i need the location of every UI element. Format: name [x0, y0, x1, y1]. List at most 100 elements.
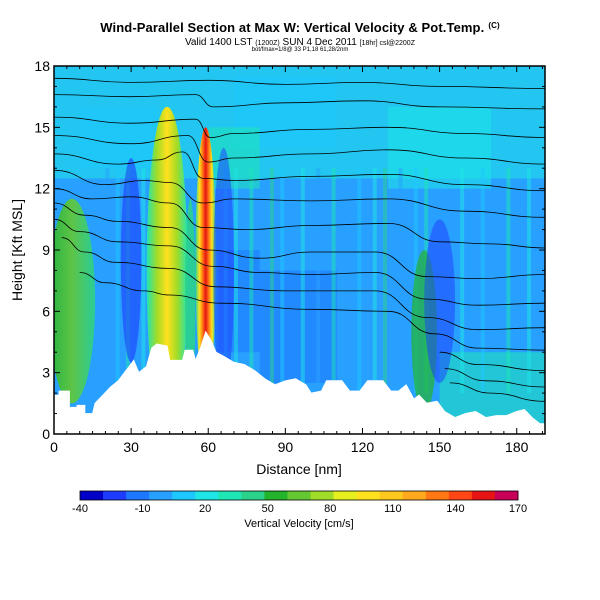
colorbar: -40 -10 20 50 80 110 140 170 [72, 490, 527, 515]
colorbar-swatch [310, 491, 335, 500]
valid-time-utc: (1200Z) [255, 40, 280, 47]
velocity-region [388, 106, 492, 189]
colorbar-tick-label: -40 [72, 503, 88, 515]
isentrope-line [449, 382, 545, 402]
colorbar-swatch [195, 491, 219, 500]
velocity-streak [383, 168, 388, 394]
x-tick-label: 120 [351, 439, 375, 455]
colorbar-swatch [172, 491, 196, 500]
colorbar-swatch [356, 491, 381, 500]
isentrope-line [54, 77, 545, 89]
y-tick-label: 15 [34, 119, 50, 135]
x-tick-label: 180 [505, 439, 529, 455]
colorbar-tick-label: 170 [509, 503, 527, 515]
y-tick-label: 3 [42, 365, 50, 381]
colorbar-swatch [149, 491, 173, 500]
isentrope-line [444, 368, 545, 388]
updraft-core-59nm [195, 127, 216, 394]
colorbar-tick-label: 110 [384, 503, 402, 515]
chart-title-text: Wind-Parallel Section at Max W: Vertical… [100, 20, 485, 35]
colorbar-swatch [402, 491, 427, 500]
velocity-streak [480, 168, 485, 394]
y-tick-label: 18 [34, 58, 50, 74]
axes: 0 30 60 90 120 150 180 0 3 6 9 12 15 18 [34, 58, 545, 455]
valid-date-text: SUN 4 Dec 2011 [282, 37, 357, 48]
colorbar-swatch [80, 491, 104, 500]
colorbar-swatch [333, 491, 358, 500]
x-tick-label: 60 [200, 439, 216, 455]
colorbar-swatch [126, 491, 150, 500]
velocity-streak [141, 168, 146, 394]
isentrope-line [61, 237, 545, 331]
velocity-streak [527, 168, 532, 394]
isentrope-lines [54, 77, 545, 402]
velocity-streak [398, 168, 403, 394]
colorbar-swatch [448, 491, 473, 500]
x-tick-label: 30 [123, 439, 139, 455]
isentrope-line [79, 272, 545, 351]
y-tick-label: 12 [34, 181, 50, 197]
velocity-region [79, 106, 157, 169]
velocity-streak [460, 168, 465, 394]
velocity-streak [372, 168, 377, 394]
isentrope-line [54, 218, 545, 306]
colorbar-tick-label: 50 [262, 503, 274, 515]
velocity-streak [105, 168, 110, 394]
downdraft-30nm [120, 158, 142, 363]
model-info-line: bot/fmax=1/8@ 33 P1,18 61,28/2nm [251, 47, 349, 53]
x-tick-label: 150 [428, 439, 452, 455]
terrain [54, 330, 545, 434]
downdraft-66nm [213, 147, 234, 394]
isentrope-line [54, 188, 545, 249]
isentrope-line [54, 116, 545, 139]
valid-time-line: Valid 1400 LST (1200Z) SUN 4 Dec 2011 [1… [0, 37, 600, 48]
forecast-hour-text: [18hr] csl@2200Z [359, 40, 415, 47]
velocity-streak [300, 168, 305, 394]
colorbar-swatch [103, 491, 127, 500]
isentrope-line [54, 94, 545, 110]
velocity-streak [331, 168, 336, 394]
isentrope-line [54, 169, 545, 218]
colorbar-label: Vertical Velocity [cm/s] [244, 518, 353, 530]
velocity-field [54, 66, 545, 434]
colorbar-tick-label: 140 [446, 503, 464, 515]
downdraft-150nm [424, 219, 456, 383]
colorbar-swatch [264, 491, 288, 500]
colorbar-swatch [287, 491, 312, 500]
y-axis-label: Height [Kft MSL] [9, 199, 25, 301]
chart-title: Wind-Parallel Section at Max W: Vertical… [0, 20, 600, 35]
velocity-region [452, 290, 545, 342]
velocity-streak [233, 168, 238, 394]
y-tick-label: 0 [42, 426, 50, 442]
colorbar-swatch [494, 491, 519, 500]
velocity-streak [506, 168, 511, 394]
colorbar-frame [79, 490, 519, 501]
y-tick-label: 9 [42, 242, 50, 258]
velocity-streak [249, 168, 254, 394]
velocity-region [341, 280, 389, 383]
valid-time-text: Valid 1400 LST [185, 37, 253, 48]
colorbar-swatch [471, 491, 496, 500]
isentrope-line [439, 351, 545, 371]
title-tag: (C) [488, 21, 500, 30]
velocity-streak [115, 168, 120, 394]
velocity-streak [269, 168, 274, 394]
colorbar-swatch [241, 491, 265, 500]
isentrope-line [54, 202, 545, 280]
velocity-streak [357, 168, 362, 394]
colorbar-swatch [425, 491, 450, 500]
colorbar-swatch [379, 491, 404, 500]
x-tick-label: 0 [50, 439, 58, 455]
isentrope-line [54, 151, 545, 192]
x-tick-label: 90 [278, 439, 294, 455]
colorbar-swatch [218, 491, 242, 500]
colorbar-tick-label: 20 [199, 503, 211, 515]
updraft-left-edge [54, 198, 96, 404]
velocity-streak [280, 168, 285, 394]
colorbar-tick-label: -10 [135, 503, 151, 515]
isentrope-line [54, 135, 545, 165]
y-tick-label: 6 [42, 303, 50, 319]
colorbar-tick-label: 80 [324, 503, 336, 515]
velocity-streak [316, 168, 321, 394]
